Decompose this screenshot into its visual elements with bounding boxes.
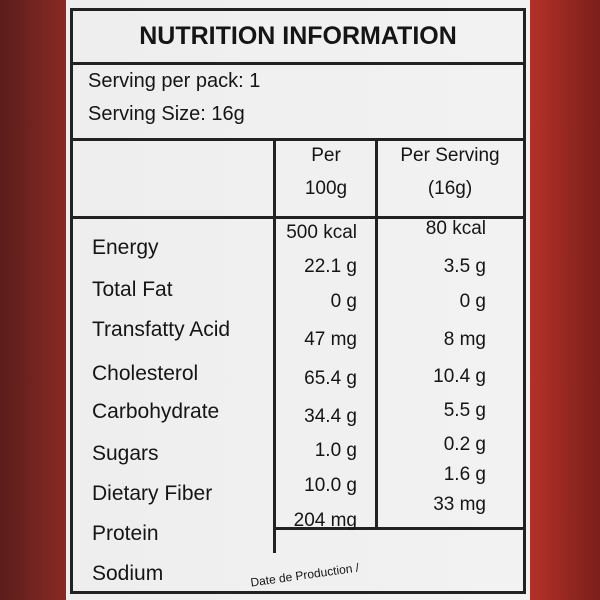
value-per-serving: 33 mg [433, 494, 486, 515]
column-header: (16g) [427, 178, 473, 199]
value-per-100g: 1.0 g [314, 440, 357, 461]
rule [70, 138, 526, 141]
value-per-100g: 10.0 g [304, 475, 357, 496]
nutrient-name: Sugars [92, 442, 159, 465]
nutrient-name: Total Fat [92, 278, 173, 301]
value-per-serving: 80 kcal [425, 218, 486, 239]
column-rule [375, 138, 378, 528]
value-per-serving: 5.5 g [443, 400, 486, 421]
nutrient-name: Carbohydrate [92, 400, 220, 423]
column-header: 100g [304, 178, 348, 199]
value-per-100g: 34.4 g [304, 406, 357, 427]
nutrient-name: Cholesterol [92, 362, 199, 385]
value-per-100g: 204 mg [293, 510, 357, 531]
value-per-100g: 0 g [330, 291, 357, 312]
value-per-serving: 3.5 g [443, 256, 486, 277]
nutrient-name: Dietary Fiber [92, 482, 213, 505]
rule [70, 216, 526, 219]
rule [273, 527, 526, 530]
nutrient-name: Protein [92, 522, 159, 545]
value-per-serving: 0.2 g [443, 434, 486, 455]
value-per-serving: 1.6 g [443, 464, 486, 485]
rule [70, 62, 526, 65]
column-header: Per [311, 145, 341, 166]
label-border [70, 8, 526, 594]
nutrient-name: Sodium [92, 562, 164, 585]
serving-per-pack: Serving per pack: 1 [88, 70, 261, 92]
column-header: Per Serving [400, 145, 500, 166]
value-per-100g: 22.1 g [304, 256, 357, 277]
serving-size: Serving Size: 16g [88, 103, 245, 125]
value-per-serving: 0 g [459, 291, 486, 312]
value-per-100g: 500 kcal [286, 222, 357, 243]
value-per-100g: 47 mg [304, 329, 357, 350]
title: NUTRITION INFORMATION [139, 22, 457, 50]
value-per-serving: 8 mg [443, 329, 486, 350]
nutrient-name: Energy [92, 236, 159, 259]
nutrient-name: Transfatty Acid [92, 318, 231, 341]
column-rule [273, 138, 276, 553]
value-per-serving: 10.4 g [433, 366, 486, 387]
value-per-100g: 65.4 g [304, 368, 357, 389]
